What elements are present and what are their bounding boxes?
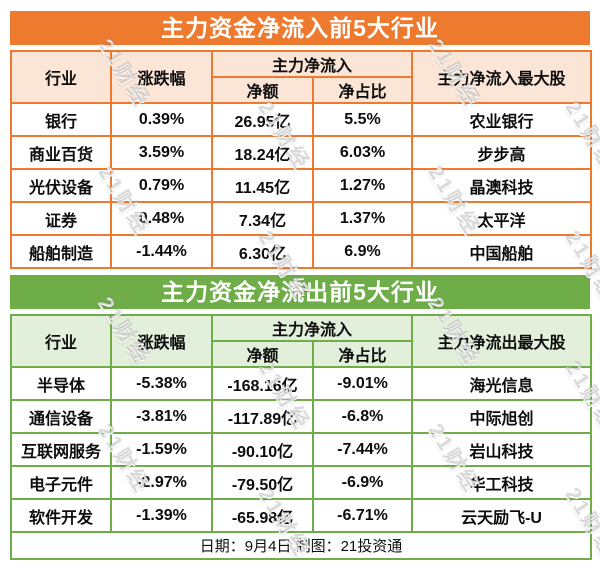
cell-industry: 通信设备 [10,399,112,434]
table-row: 互联网服务 -1.59% -90.10亿 -7.44% 岩山科技 [10,432,593,467]
table-row: 证券 0.48% 7.34亿 1.37% 太平洋 [10,201,593,236]
table-row: 银行 0.39% 26.95亿 5.5% 农业银行 [10,102,593,137]
col-header-change: 涨跌幅 [110,50,213,104]
cell-net-ratio: -7.44% [311,432,414,467]
cell-change: -5.38% [110,366,213,401]
cell-industry: 电子元件 [10,465,112,500]
cell-net-amount: 26.95亿 [211,102,314,137]
col-header-net-ratio: 净占比 [311,76,414,104]
outflow-section-title: 主力资金净流出前5大行业 [10,275,590,309]
cell-industry: 光伏设备 [10,168,112,203]
content: 主力资金净流入前5大行业 行业 涨跌幅 主力净流入 主力净流入最大股 净额 净占… [9,11,593,566]
table-row: 商业百货 3.59% 18.24亿 6.03% 步步高 [10,135,593,170]
table-row: 通信设备 -3.81% -117.89亿 -6.8% 中际旭创 [10,399,593,434]
col-header-industry: 行业 [10,50,112,104]
cell-net-ratio: -6.71% [311,498,414,533]
cell-net-ratio: -6.8% [311,399,414,434]
cell-change: -1.39% [110,498,213,533]
col-header-net-inflow-group: 主力净流入 [210,50,414,78]
table-row: 半导体 -5.38% -168.16亿 -9.01% 海光信息 [10,366,593,401]
cell-net-ratio: 1.37% [311,201,414,236]
cell-net-amount: 11.45亿 [211,168,314,203]
outflow-table-body: 半导体 -5.38% -168.16亿 -9.01% 海光信息 通信设备 -3.81% -11… [10,366,593,533]
cell-net-amount: -90.10亿 [211,432,314,467]
inflow-section-title: 主力资金净流入前5大行业 [10,11,590,45]
cell-net-amount: -65.98亿 [211,498,314,533]
cell-change: 3.59% [110,135,213,170]
cell-top-stock: 华工科技 [411,465,593,500]
cell-change: 0.48% [110,201,213,236]
outflow-table-header: 行业 涨跌幅 主力净流入 主力净流出最大股 净额 净占比 [10,314,593,368]
cell-top-stock: 岩山科技 [411,432,593,467]
table-row: 软件开发 -1.39% -65.98亿 -6.71% 云天励飞-U [10,498,593,533]
cell-change: -1.44% [110,234,213,269]
col-header-net-ratio: 净占比 [311,340,414,368]
cell-net-amount: -79.50亿 [211,465,314,500]
cell-industry: 商业百货 [10,135,112,170]
cell-net-ratio: -9.01% [311,366,414,401]
cell-net-amount: 7.34亿 [211,201,314,236]
cell-industry: 互联网服务 [10,432,112,467]
cell-top-stock: 海光信息 [411,366,593,401]
inflow-table-header: 行业 涨跌幅 主力净流入 主力净流入最大股 净额 净占比 [10,50,593,104]
cell-net-amount: 6.30亿 [211,234,314,269]
table-footer: 日期：9月4日 制图：21投资通 [9,531,593,560]
cell-change: 0.79% [110,168,213,203]
outflow-section: 主力资金净流出前5大行业 行业 涨跌幅 主力净流入 主力净流出最大股 净额 净占… [9,275,593,560]
cell-top-stock: 云天励飞-U [411,498,593,533]
cell-industry: 软件开发 [10,498,112,533]
cell-net-ratio: -6.9% [311,465,414,500]
cell-net-amount: -168.16亿 [211,366,314,401]
cell-top-stock: 中国船舶 [411,234,593,269]
table-row: 电子元件 -2.97% -79.50亿 -6.9% 华工科技 [10,465,593,500]
cell-change: -1.59% [110,432,213,467]
outflow-table: 行业 涨跌幅 主力净流入 主力净流出最大股 净额 净占比 半导体 -5.38% -1… [9,314,593,560]
col-header-industry: 行业 [10,314,112,368]
col-header-top-stock: 主力净流出最大股 [411,314,593,368]
inflow-table: 行业 涨跌幅 主力净流入 主力净流入最大股 净额 净占比 银行 0.39% 26.9… [10,50,593,269]
cell-net-ratio: 6.03% [311,135,414,170]
cell-industry: 银行 [10,102,112,137]
cell-net-ratio: 6.9% [311,234,414,269]
cell-change: -2.97% [110,465,213,500]
cell-top-stock: 步步高 [411,135,593,170]
col-header-net-amount: 净额 [211,340,314,368]
cell-industry: 半导体 [10,366,112,401]
col-header-change: 涨跌幅 [110,314,213,368]
cell-change: 0.39% [110,102,213,137]
cell-net-ratio: 1.27% [311,168,414,203]
cell-industry: 证券 [10,201,112,236]
footer-note: 日期：9月4日 制图：21投资通 [9,531,593,560]
col-header-net-inflow-group: 主力净流入 [210,314,414,342]
cell-net-amount: -117.89亿 [211,399,314,434]
table-row: 船舶制造 -1.44% 6.30亿 6.9% 中国船舶 [10,234,593,269]
col-header-top-stock: 主力净流入最大股 [411,50,593,104]
cell-net-ratio: 5.5% [311,102,414,137]
cell-top-stock: 晶澳科技 [411,168,593,203]
cell-industry: 船舶制造 [10,234,112,269]
cell-net-amount: 18.24亿 [211,135,314,170]
table-row: 光伏设备 0.79% 11.45亿 1.27% 晶澳科技 [10,168,593,203]
col-header-net-amount: 净额 [211,76,314,104]
cell-top-stock: 太平洋 [411,201,593,236]
inflow-section: 主力资金净流入前5大行业 行业 涨跌幅 主力净流入 主力净流入最大股 净额 净占… [10,11,593,269]
cell-change: -3.81% [110,399,213,434]
cell-top-stock: 农业银行 [411,102,593,137]
cell-top-stock: 中际旭创 [411,399,593,434]
inflow-table-body: 银行 0.39% 26.95亿 5.5% 农业银行 商业百货 3.59% 18.24亿 6.03… [10,102,593,269]
